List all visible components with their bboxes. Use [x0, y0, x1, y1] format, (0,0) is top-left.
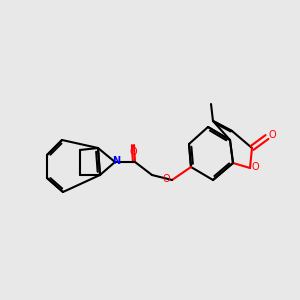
Text: O: O [163, 174, 170, 184]
Text: O: O [268, 130, 276, 140]
Text: O: O [130, 147, 137, 157]
Text: O: O [252, 161, 259, 172]
Text: N: N [112, 156, 120, 166]
